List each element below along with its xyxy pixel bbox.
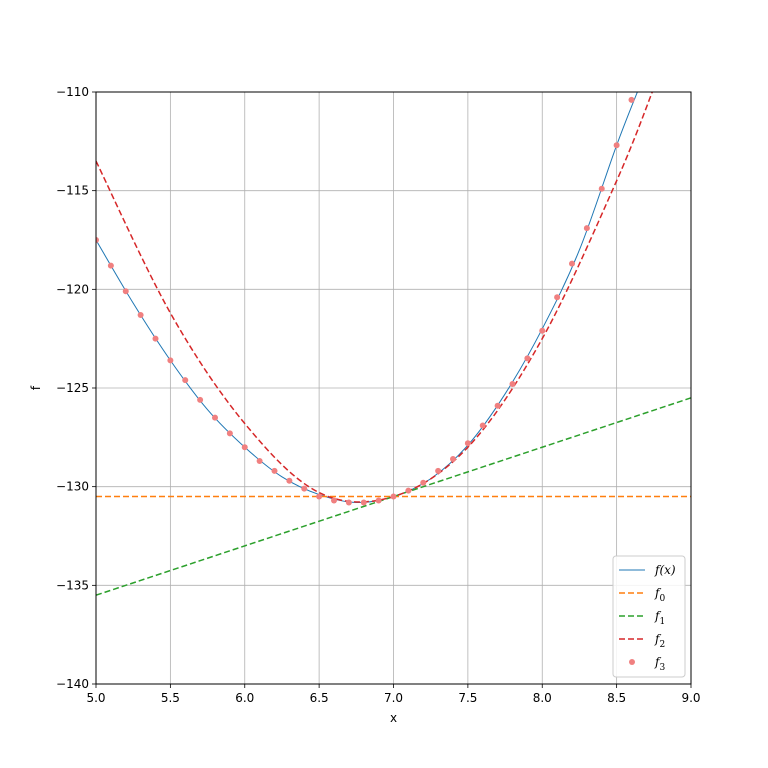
legend: f(x) f0 f1 f2 f3 (612, 555, 686, 678)
x-tick-label: 7.0 (384, 691, 403, 705)
series-5-point (212, 414, 218, 421)
series-5-point (435, 467, 442, 474)
x-axis: 5.0 5.5 6.0 6.5 7.0 7.5 8.0 8.5 9.0 (86, 684, 701, 705)
series-5-point (167, 357, 174, 364)
series-5-point (345, 499, 352, 506)
legend-label: f2 (654, 632, 665, 650)
series-5-point (301, 485, 308, 492)
series-5-point (271, 467, 278, 474)
y-tick-label: −130 (56, 480, 89, 494)
legend-label: f(x) (654, 563, 676, 577)
series-5-point (241, 444, 248, 451)
x-tick-label: 7.5 (458, 691, 477, 705)
series-5-point (107, 262, 114, 269)
series-5-point (479, 422, 486, 429)
series-5-point (554, 294, 561, 301)
series-5-point (539, 327, 546, 334)
series-5-point (137, 311, 144, 318)
y-axis-label: f (29, 385, 43, 390)
y-tick-label: −110 (56, 85, 89, 99)
series-5-point (96, 237, 99, 243)
series-5-point (360, 499, 367, 506)
series-5-point (524, 355, 531, 362)
legend-label: f3 (654, 655, 665, 673)
y-tick-label: −140 (56, 677, 89, 691)
series-5-point (628, 96, 635, 103)
series-5-point (583, 225, 590, 232)
series-5-point (152, 335, 159, 342)
series-5-point (182, 377, 189, 384)
series-5-point (450, 456, 456, 463)
series-5-point (256, 458, 263, 465)
x-tick-label: 5.5 (161, 691, 180, 705)
legend-marker (629, 659, 635, 665)
series-5-point (598, 185, 605, 192)
series-5-point (316, 493, 323, 500)
x-axis-label: x (390, 711, 397, 725)
series-5-point (405, 487, 412, 494)
y-tick-label: −135 (56, 578, 89, 592)
y-tick-label: −120 (56, 282, 89, 296)
legend-label: f1 (654, 609, 665, 627)
series-5-point (494, 402, 501, 409)
y-tick-label: −125 (56, 381, 89, 395)
series-5-point (390, 493, 397, 500)
series-5-point (286, 477, 293, 484)
x-tick-label: 9.0 (681, 691, 700, 705)
x-tick-label: 8.5 (607, 691, 626, 705)
legend-label: f0 (654, 586, 665, 604)
series-5-point (122, 288, 129, 295)
series-5-point (197, 396, 204, 403)
series-5-point (420, 479, 427, 486)
series-5-point (464, 440, 471, 447)
x-tick-label: 6.5 (310, 691, 329, 705)
plot-area (96, 92, 691, 596)
grid (95, 91, 692, 685)
series-4-line (96, 92, 654, 503)
x-tick-label: 5.0 (86, 691, 105, 705)
series-3-line (96, 397, 691, 596)
series-5-point (569, 260, 575, 267)
series-5-point (375, 497, 382, 504)
series-5-point (331, 497, 337, 504)
series-5-point (613, 142, 620, 149)
y-tick-label: −115 (56, 184, 89, 198)
y-axis: −140 −135 −130 −125 −120 −115 −110 (56, 85, 96, 691)
legend-box (612, 555, 686, 678)
x-tick-label: 8.0 (533, 691, 552, 705)
x-tick-label: 6.0 (235, 691, 254, 705)
series-5-point (509, 381, 516, 388)
series-5-point (226, 430, 233, 437)
